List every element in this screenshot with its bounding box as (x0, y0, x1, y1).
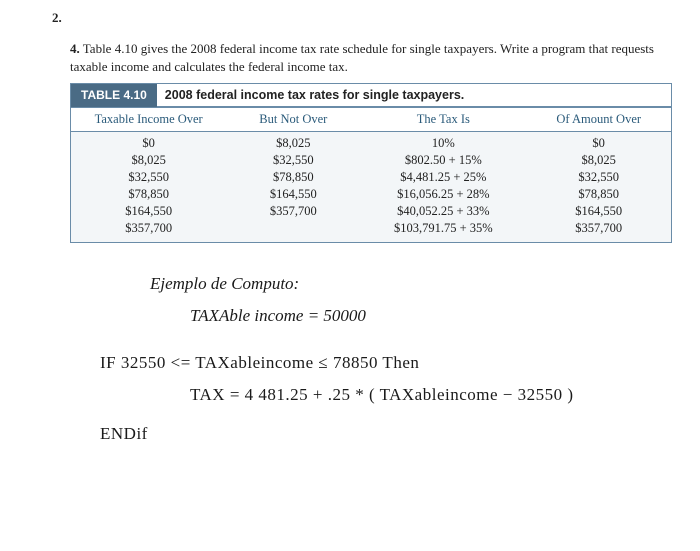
table-label-chip: TABLE 4.10 (71, 84, 157, 107)
cell: $0 (526, 135, 671, 152)
cell: $78,850 (71, 186, 226, 203)
cell: $357,700 (226, 203, 360, 220)
cell: $40,052.25 + 33% (360, 203, 526, 220)
tax-table: TABLE 4.10 2008 federal income tax rates… (70, 83, 672, 243)
table-row: $0 $8,025 10% $0 (71, 135, 671, 152)
cell: $103,791.75 + 35% (360, 220, 526, 237)
cell: $0 (71, 135, 226, 152)
table-row: $78,850 $164,550 $16,056.25 + 28% $78,85… (71, 186, 671, 203)
col-header: Of Amount Over (526, 108, 671, 131)
cell: $78,850 (526, 186, 671, 203)
table-body: $0 $8,025 10% $0 $8,025 $32,550 $802.50 … (71, 132, 671, 242)
table-row: $357,700 $103,791.75 + 35% $357,700 (71, 220, 671, 237)
cell: 10% (360, 135, 526, 152)
col-header: Taxable Income Over (71, 108, 226, 131)
question-block: 4. Table 4.10 gives the 2008 federal inc… (70, 40, 672, 75)
cell: $357,700 (526, 220, 671, 237)
cell: $357,700 (71, 220, 226, 237)
cell: $32,550 (226, 152, 360, 169)
cell: $4,481.25 + 25% (360, 169, 526, 186)
cell: $32,550 (71, 169, 226, 186)
cell: $32,550 (526, 169, 671, 186)
question-number: 4. (70, 41, 80, 56)
table-row: $32,550 $78,850 $4,481.25 + 25% $32,550 (71, 169, 671, 186)
hand-line: Ejemplo de Computo: (100, 271, 672, 297)
cell: $164,550 (226, 186, 360, 203)
cell: $78,850 (226, 169, 360, 186)
col-header: The Tax Is (360, 108, 526, 131)
cell: $802.50 + 15% (360, 152, 526, 169)
cell: $8,025 (226, 135, 360, 152)
outer-question-number: 2. (52, 10, 62, 26)
hand-line: TAXAble income = 50000 (100, 303, 672, 329)
cell (226, 220, 360, 237)
table-header-row: Taxable Income Over But Not Over The Tax… (71, 107, 671, 132)
cell: $8,025 (71, 152, 226, 169)
cell: $164,550 (71, 203, 226, 220)
hand-line: IF 32550 <= TAXableincome ≤ 78850 Then (100, 350, 672, 376)
question-text: Table 4.10 gives the 2008 federal income… (70, 41, 654, 74)
handwritten-work: Ejemplo de Computo: TAXAble income = 500… (70, 271, 672, 447)
col-header: But Not Over (226, 108, 360, 131)
hand-line: TAX = 4 481.25 + .25 * ( TAXableincome −… (100, 382, 672, 408)
cell: $16,056.25 + 28% (360, 186, 526, 203)
cell: $164,550 (526, 203, 671, 220)
table-row: $164,550 $357,700 $40,052.25 + 33% $164,… (71, 203, 671, 220)
hand-line: ENDif (100, 421, 672, 447)
table-title: 2008 federal income tax rates for single… (157, 84, 671, 107)
table-title-bar: TABLE 4.10 2008 federal income tax rates… (71, 84, 671, 107)
cell: $8,025 (526, 152, 671, 169)
table-row: $8,025 $32,550 $802.50 + 15% $8,025 (71, 152, 671, 169)
